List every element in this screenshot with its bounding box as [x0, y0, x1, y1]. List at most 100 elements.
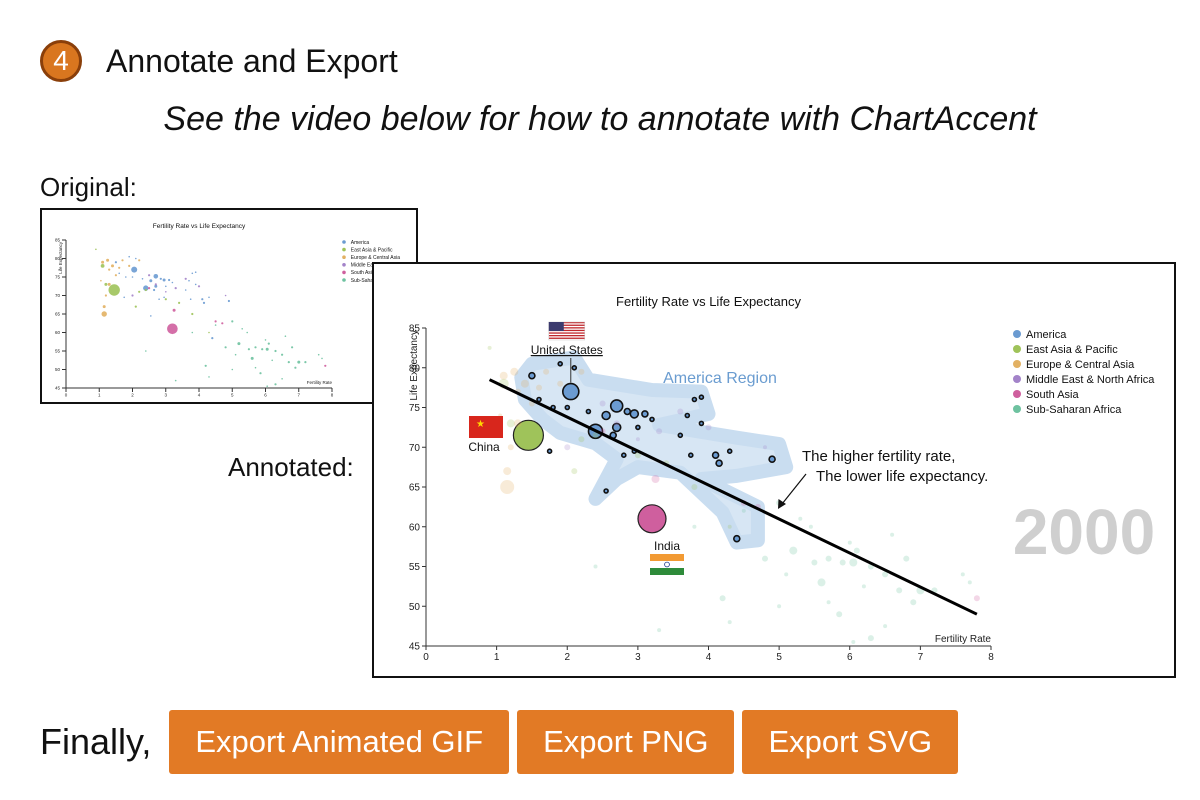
- data-point: [159, 277, 162, 280]
- data-point: [836, 611, 843, 618]
- us-flag-stripe: [548, 327, 585, 329]
- data-point: [882, 571, 889, 578]
- data-point: [528, 371, 536, 380]
- data-point: [254, 346, 257, 349]
- data-point: [634, 452, 641, 459]
- data-point: [896, 587, 903, 594]
- data-point: [111, 264, 114, 268]
- data-point: [851, 640, 856, 644]
- data-point: [960, 572, 965, 577]
- data-point: [817, 578, 826, 587]
- chart-title: Fertility Rate vs Life Expectancy: [153, 223, 246, 230]
- y-tick-label: 60: [55, 330, 61, 335]
- data-point: [768, 455, 776, 463]
- data-point: [789, 546, 798, 555]
- data-point: [727, 524, 732, 529]
- data-point: [138, 290, 141, 293]
- y-tick-label: 65: [55, 312, 61, 317]
- data-point: [227, 299, 230, 303]
- data-point: [131, 266, 138, 273]
- x-tick-label: 1: [494, 652, 500, 663]
- legend-swatch: [1013, 330, 1021, 338]
- data-point: [167, 323, 178, 335]
- china-flag-star: ★: [476, 419, 485, 430]
- data-point: [613, 420, 620, 427]
- data-point: [145, 350, 147, 352]
- data-point: [131, 276, 134, 278]
- data-point: [138, 259, 141, 262]
- data-point: [231, 368, 234, 371]
- data-point: [118, 266, 121, 269]
- data-point: [656, 428, 663, 435]
- data-point: [867, 635, 874, 642]
- data-point: [284, 335, 287, 337]
- us-flag-stripe: [548, 332, 585, 334]
- y-tick-label: 75: [55, 275, 61, 280]
- export-png-button[interactable]: Export PNG: [517, 710, 735, 774]
- us-flag-stripe: [548, 329, 585, 332]
- data-point: [191, 272, 194, 275]
- data-point: [536, 384, 542, 391]
- data-point: [571, 468, 578, 475]
- data-point: [825, 555, 832, 562]
- data-point: [506, 419, 515, 428]
- data-point: [557, 380, 564, 387]
- data-point: [265, 347, 269, 351]
- export-svg-button[interactable]: Export SVG: [742, 710, 959, 774]
- data-point: [910, 599, 917, 606]
- data-point: [214, 320, 217, 323]
- data-point: [191, 312, 194, 316]
- data-point: [578, 436, 585, 443]
- data-point: [715, 459, 723, 467]
- legend-swatch: [1013, 360, 1021, 368]
- data-point: [211, 337, 214, 340]
- annotation-note-line2: The lower life expectancy.: [816, 468, 988, 485]
- data-point: [571, 365, 578, 371]
- data-point: [784, 572, 789, 577]
- x-tick-label: 1: [98, 393, 101, 398]
- data-point: [118, 272, 120, 275]
- data-point: [762, 555, 768, 562]
- x-tick-label: 5: [776, 652, 782, 663]
- data-point: [649, 416, 655, 423]
- data-point: [808, 524, 813, 529]
- data-point: [562, 382, 580, 401]
- india-flag-green: [650, 568, 684, 575]
- data-point: [148, 287, 151, 290]
- data-point: [687, 452, 694, 458]
- legend-label: Europe & Central Asia: [1026, 359, 1135, 371]
- export-gif-button[interactable]: Export Animated GIF: [169, 710, 510, 774]
- y-tick-label: 50: [55, 367, 61, 372]
- legend-label: America: [351, 240, 370, 246]
- data-point: [168, 278, 171, 282]
- data-point: [853, 547, 860, 554]
- y-tick-label: 55: [55, 349, 61, 354]
- x-tick-label: 0: [65, 393, 68, 398]
- data-point: [241, 328, 243, 330]
- us-flag-stripe: [548, 324, 585, 326]
- x-tick-label: 2: [564, 652, 570, 663]
- data-point: [274, 383, 277, 386]
- legend-swatch: [342, 240, 346, 244]
- export-bar: Finally, Export Animated GIF Export PNG …: [40, 710, 966, 774]
- legend-swatch: [1013, 405, 1021, 413]
- data-point: [259, 372, 262, 375]
- data-point: [287, 361, 290, 364]
- data-point: [264, 339, 267, 341]
- data-point: [100, 279, 102, 282]
- x-tick-label: 7: [918, 652, 924, 663]
- x-tick-label: 6: [264, 393, 267, 398]
- data-point: [204, 364, 207, 367]
- data-point: [184, 289, 187, 291]
- data-point: [104, 294, 107, 297]
- data-point: [267, 342, 270, 345]
- data-point: [585, 408, 592, 415]
- x-tick-label: 0: [423, 652, 429, 663]
- x-tick-label: 4: [706, 652, 712, 663]
- data-point: [128, 264, 131, 267]
- data-point: [578, 368, 585, 375]
- legend-swatch: [342, 270, 346, 275]
- data-point: [174, 379, 177, 382]
- annotated-label: Annotated:: [228, 452, 354, 482]
